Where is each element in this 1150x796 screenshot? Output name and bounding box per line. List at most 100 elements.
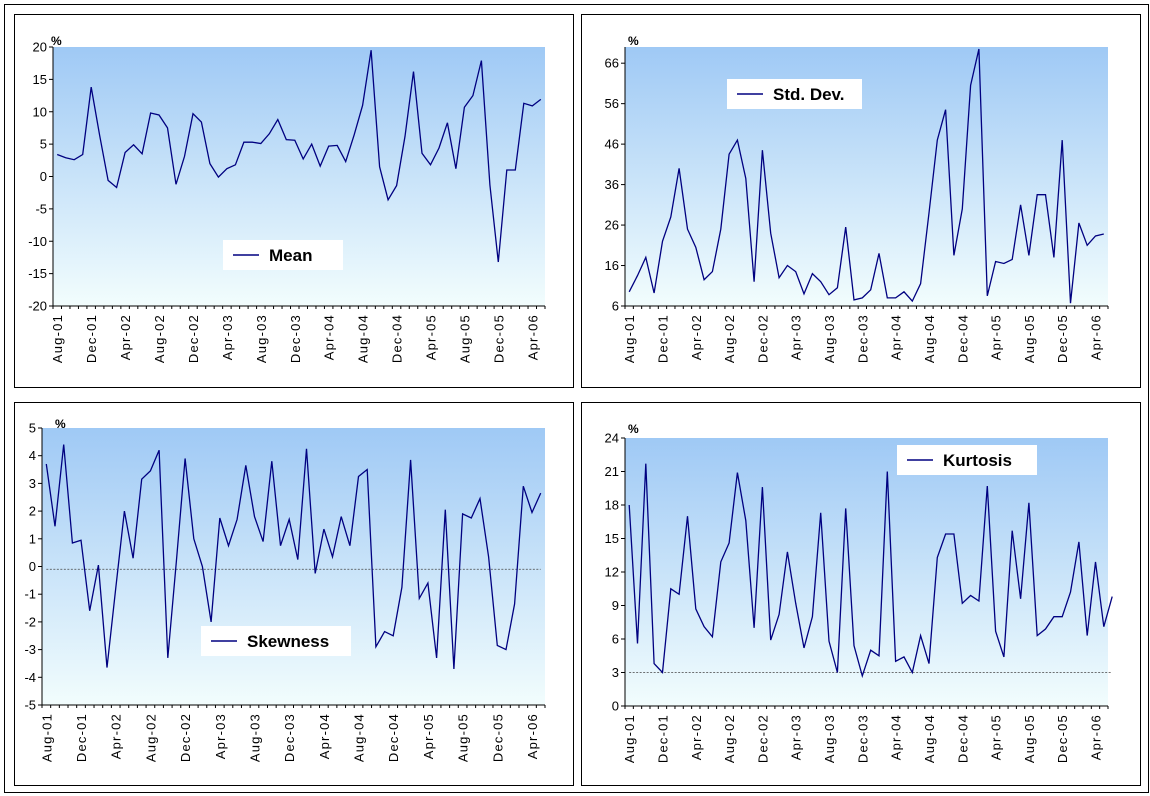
y-unit-label: % xyxy=(51,34,62,48)
x-tick-label: Apr-05 xyxy=(989,714,1004,760)
x-tick-label: Aug-02 xyxy=(722,714,737,763)
x-tick-label: Aug-02 xyxy=(152,314,167,363)
x-tick-label: Aug-05 xyxy=(1022,714,1037,763)
kurtosis-chart: 0 3 6 9 12 15 18 21 24% Aug-01 Dec-01 Apr-02 Aug-02 D… xyxy=(605,422,1113,763)
y-tick-label: 15 xyxy=(605,531,619,546)
y-tick-label: 66 xyxy=(605,56,619,71)
y-tick-label: -5 xyxy=(24,698,36,713)
x-tick-label: Apr-02 xyxy=(118,314,133,360)
x-tick-label: Aug-03 xyxy=(254,314,269,363)
y-tick-label: -3 xyxy=(24,642,36,657)
plot-area xyxy=(625,438,1108,706)
x-tick-label: Dec-05 xyxy=(491,314,506,363)
x-tick-label: Dec-05 xyxy=(1055,314,1070,363)
y-tick-label: -15 xyxy=(28,266,47,281)
x-tick-label: Apr-06 xyxy=(525,314,540,360)
y-tick-label: 4 xyxy=(29,448,36,463)
x-tick-label: Dec-02 xyxy=(178,713,193,762)
y-tick-label: 12 xyxy=(605,565,619,580)
y-tick-label: -2 xyxy=(24,614,36,629)
y-tick-label: 15 xyxy=(33,72,47,87)
x-tick-label: Apr-03 xyxy=(789,314,804,360)
y-tick-label: 3 xyxy=(29,476,36,491)
x-tick-label: Apr-02 xyxy=(689,314,704,360)
y-tick-label: -5 xyxy=(35,201,47,216)
skewness-chart-panel: -5 -4 -3 -2 -1 0 1 2 3 4 5% Aug-01 Dec-01 Apr-02 Aug-0… xyxy=(14,402,574,786)
legend-label: Kurtosis xyxy=(943,451,1012,470)
y-tick-label: 21 xyxy=(605,464,619,479)
x-tick-label: Dec-01 xyxy=(74,713,89,762)
x-tick-label: Dec-04 xyxy=(955,714,970,763)
y-tick-label: -20 xyxy=(28,299,47,314)
x-tick-label: Aug-04 xyxy=(922,314,937,363)
x-tick-label: Apr-06 xyxy=(1089,314,1104,360)
y-unit-label: % xyxy=(628,422,639,436)
x-tick-label: Dec-01 xyxy=(84,314,99,363)
skewness-chart: -5 -4 -3 -2 -1 0 1 2 3 4 5 % Aug-01 Dec-01 Apr-02 Aug-0… xyxy=(24,417,546,762)
x-tick-label: Apr-06 xyxy=(1089,714,1104,760)
x-tick-label: Aug-03 xyxy=(822,314,837,363)
x-tick-label: Dec-03 xyxy=(855,314,870,363)
legend-label: Std. Dev. xyxy=(773,85,844,104)
x-tick-label: Apr-04 xyxy=(889,314,904,360)
x-tick-label: Apr-04 xyxy=(889,714,904,760)
x-tick-label: Aug-02 xyxy=(722,314,737,363)
x-tick-label: Aug-05 xyxy=(1022,314,1037,363)
x-tick-label: Aug-04 xyxy=(922,714,937,763)
legend-label: Mean xyxy=(269,246,312,265)
x-tick-label: Dec-01 xyxy=(655,314,670,363)
x-tick-label: Dec-01 xyxy=(655,714,670,763)
x-tick-label: Aug-01 xyxy=(622,714,637,763)
x-tick-label: Dec-04 xyxy=(390,314,405,363)
x-tick-label: Aug-01 xyxy=(39,713,54,762)
plot-area xyxy=(625,47,1108,306)
y-tick-label: 36 xyxy=(605,177,619,192)
y-tick-label: 6 xyxy=(612,299,619,314)
x-tick-label: Aug-03 xyxy=(247,713,262,762)
std-dev-chart: 6 16 26 36 46 56 66% Aug-01 Dec-01 Apr-02 Aug-02 De… xyxy=(605,34,1109,363)
legend: Skewness xyxy=(201,626,351,656)
series-line-skewness xyxy=(45,444,542,670)
x-tick-label: Dec-04 xyxy=(955,314,970,363)
chart-frame: -20 -15 -10 -5 0 5 10 15 20% Aug-01 Dec-01 Apr-02 Au… xyxy=(4,4,1149,793)
x-tick-label: Apr-03 xyxy=(213,713,228,759)
y-tick-label: 46 xyxy=(605,137,619,152)
x-tick-label: Apr-03 xyxy=(220,314,235,360)
x-tick-label: Apr-04 xyxy=(317,713,332,759)
x-tick-label: Aug-01 xyxy=(622,314,637,363)
x-tick-label: Aug-03 xyxy=(822,714,837,763)
y-tick-label: 26 xyxy=(605,218,619,233)
y-tick-label: -1 xyxy=(24,587,36,602)
x-tick-label: Apr-05 xyxy=(421,713,436,759)
x-tick-label: Aug-04 xyxy=(356,314,371,363)
y-tick-label: 5 xyxy=(29,421,36,436)
series-line-std-dev- xyxy=(628,48,1104,304)
x-tick-label: Apr-06 xyxy=(525,713,540,759)
legend-label: Skewness xyxy=(247,632,329,651)
x-tick-label: Aug-04 xyxy=(352,713,367,762)
y-tick-label: 5 xyxy=(40,137,47,152)
x-tick-label: Dec-05 xyxy=(490,713,505,762)
plot-area xyxy=(42,428,545,705)
x-tick-label: Dec-02 xyxy=(186,314,201,363)
series-line-mean xyxy=(56,50,542,263)
x-tick-label: Dec-05 xyxy=(1055,714,1070,763)
y-tick-label: -4 xyxy=(24,670,36,685)
y-unit-label: % xyxy=(628,34,639,48)
x-tick-label: Aug-05 xyxy=(457,314,472,363)
y-tick-label: 2 xyxy=(29,504,36,519)
x-tick-label: Apr-05 xyxy=(423,314,438,360)
x-tick-label: Aug-01 xyxy=(50,314,65,363)
y-tick-label: 56 xyxy=(605,96,619,111)
legend: Mean xyxy=(223,240,343,270)
y-tick-label: 0 xyxy=(29,559,36,574)
legend: Std. Dev. xyxy=(727,79,862,109)
kurtosis-chart-panel: 0 3 6 9 12 15 18 21 24% Aug-01 Dec-01 Apr-02 Aug-02 D… xyxy=(581,402,1141,786)
y-tick-label: 0 xyxy=(40,169,47,184)
series-line-kurtosis xyxy=(628,463,1113,679)
x-tick-label: Apr-02 xyxy=(109,713,124,759)
x-tick-label: Aug-05 xyxy=(456,713,471,762)
mean-chart: -20 -15 -10 -5 0 5 10 15 20 % Aug-01 Dec-01 Apr-02 Au… xyxy=(28,34,546,363)
x-tick-label: Dec-02 xyxy=(755,714,770,763)
x-tick-label: Dec-02 xyxy=(755,314,770,363)
